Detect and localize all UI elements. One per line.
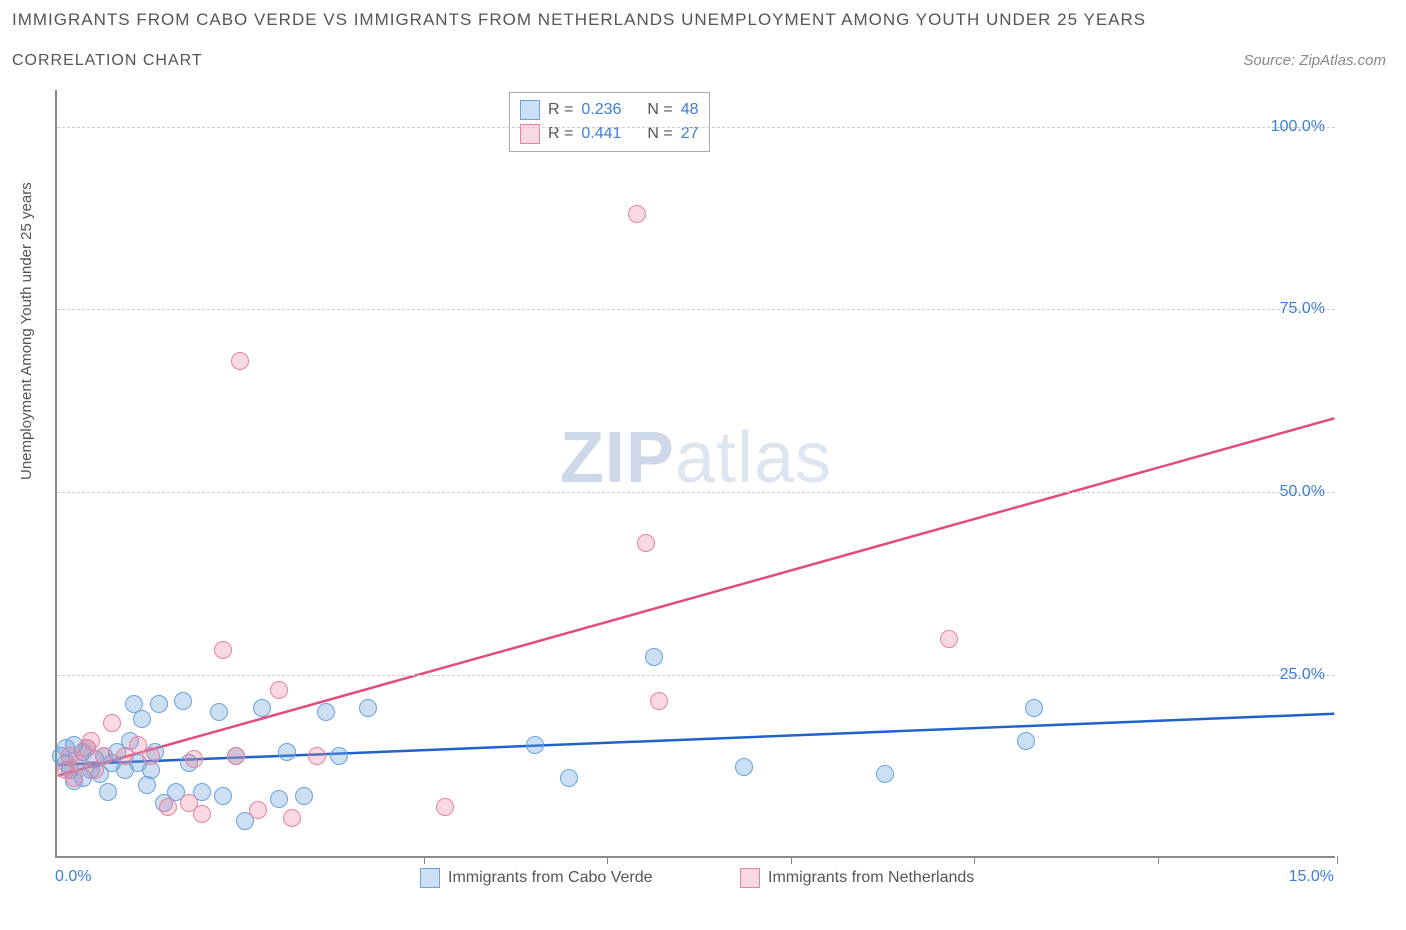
plot-area: ZIPatlas R = 0.236 N = 48 R = 0.441 N = 27 25.0… — [55, 90, 1335, 858]
scatter-point — [359, 699, 377, 717]
scatter-point — [159, 798, 177, 816]
x-tick — [424, 856, 425, 864]
scatter-point — [876, 765, 894, 783]
series-legend-1: Immigrants from Cabo Verde — [420, 868, 653, 888]
chart-subtitle: CORRELATION CHART — [12, 52, 203, 70]
swatch-icon — [520, 100, 540, 120]
scatter-point — [645, 648, 663, 666]
scatter-point — [270, 681, 288, 699]
series-legend-2: Immigrants from Netherlands — [740, 868, 974, 888]
x-axis-min-label: 0.0% — [55, 868, 91, 886]
scatter-point — [253, 699, 271, 717]
series-legend-1-label: Immigrants from Cabo Verde — [448, 869, 653, 887]
trend-line — [58, 714, 1335, 765]
legend-n-label: N = — [647, 125, 672, 143]
y-tick-label: 25.0% — [1280, 666, 1325, 684]
legend-r-value: 0.236 — [581, 101, 621, 119]
legend-n-value: 48 — [681, 101, 699, 119]
scatter-point — [526, 736, 544, 754]
watermark-zip: ZIP — [560, 418, 675, 498]
scatter-point — [214, 641, 232, 659]
x-tick — [791, 856, 792, 864]
scatter-point — [270, 790, 288, 808]
legend-r-label: R = — [548, 101, 573, 119]
swatch-icon — [740, 868, 760, 888]
scatter-point — [142, 747, 160, 765]
scatter-point — [99, 783, 117, 801]
scatter-point — [1017, 732, 1035, 750]
scatter-point — [174, 692, 192, 710]
scatter-point — [283, 809, 301, 827]
y-tick-label: 50.0% — [1280, 483, 1325, 501]
swatch-icon — [420, 868, 440, 888]
scatter-point — [185, 750, 203, 768]
scatter-point — [227, 747, 245, 765]
legend-n-label: N = — [647, 101, 672, 119]
x-tick — [1337, 856, 1338, 864]
scatter-point — [214, 787, 232, 805]
scatter-point — [278, 743, 296, 761]
scatter-point — [330, 747, 348, 765]
scatter-point — [193, 805, 211, 823]
x-tick — [607, 856, 608, 864]
scatter-point — [650, 692, 668, 710]
x-tick — [974, 856, 975, 864]
scatter-point — [436, 798, 454, 816]
scatter-point — [249, 801, 267, 819]
correlation-legend: R = 0.236 N = 48 R = 0.441 N = 27 — [509, 92, 710, 152]
source-label: Source: — [1243, 52, 1295, 69]
series-legend-2-label: Immigrants from Netherlands — [768, 869, 974, 887]
scatter-point — [133, 710, 151, 728]
scatter-point — [210, 703, 228, 721]
source-name: ZipAtlas.com — [1299, 52, 1386, 69]
scatter-point — [1025, 699, 1043, 717]
gridline — [57, 675, 1335, 676]
x-tick — [1158, 856, 1159, 864]
trend-lines — [57, 90, 1335, 856]
legend-r-label: R = — [548, 125, 573, 143]
scatter-point — [940, 630, 958, 648]
scatter-point — [308, 747, 326, 765]
source-attribution: Source: ZipAtlas.com — [1243, 52, 1386, 69]
y-axis-label: Unemployment Among Youth under 25 years — [18, 182, 35, 480]
watermark-atlas: atlas — [675, 418, 832, 498]
legend-row: R = 0.236 N = 48 — [520, 98, 699, 122]
scatter-point — [560, 769, 578, 787]
scatter-point — [95, 747, 113, 765]
scatter-point — [231, 352, 249, 370]
gridline — [57, 309, 1335, 310]
y-tick-label: 75.0% — [1280, 300, 1325, 318]
scatter-point — [295, 787, 313, 805]
scatter-point — [637, 534, 655, 552]
legend-r-value: 0.441 — [581, 125, 621, 143]
y-tick-label: 100.0% — [1271, 118, 1325, 136]
gridline — [57, 127, 1335, 128]
scatter-point — [628, 205, 646, 223]
scatter-point — [82, 732, 100, 750]
gridline — [57, 492, 1335, 493]
x-axis-max-label: 15.0% — [1289, 868, 1334, 886]
trend-line — [58, 418, 1335, 775]
scatter-point — [150, 695, 168, 713]
scatter-point — [735, 758, 753, 776]
watermark: ZIPatlas — [560, 417, 832, 499]
legend-n-value: 27 — [681, 125, 699, 143]
scatter-point — [317, 703, 335, 721]
scatter-point — [103, 714, 121, 732]
chart-title: IMMIGRANTS FROM CABO VERDE VS IMMIGRANTS… — [12, 10, 1146, 30]
